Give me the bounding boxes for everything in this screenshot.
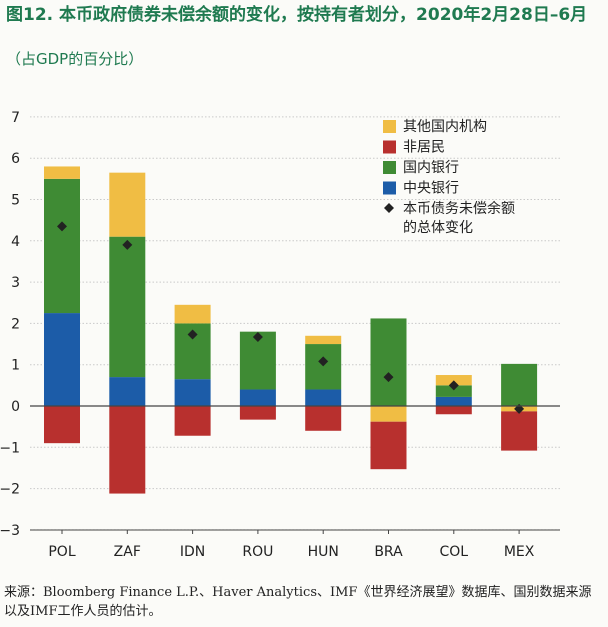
total-marker-zaf (122, 239, 133, 250)
legend-label: 非居民 (403, 140, 445, 156)
x-tick-label: ROU (242, 544, 273, 560)
chart-title: 图12. 本币政府债券未偿余额的变化，按持有者划分，2020年2月28日–6月 (6, 5, 588, 25)
legend-label: 本币债务未偿余额 (403, 200, 515, 217)
bar-central-bank-rou (239, 389, 276, 406)
y-tick-label: 1 (11, 358, 20, 374)
axes: −3 −2 −1 0 1 2 3 4 5 6 7 POL ZAF IDN ROU HUN BRA COL MEX (0, 110, 560, 560)
legend-swatch-nonresident (383, 140, 396, 154)
x-tick-label: ZAF (114, 544, 141, 560)
bar-nonresident-pol (44, 406, 80, 444)
source-note: 来源：Bloomberg Finance L.P.、Haver Analytic… (4, 585, 592, 619)
legend-label: 其他国内机构 (403, 119, 487, 135)
bar-other-domestic-col (435, 375, 472, 386)
bar-nonresident-bra (370, 421, 407, 470)
x-tick-label: MEX (504, 544, 535, 560)
x-tick-label: POL (48, 544, 75, 560)
chart-subtitle: （占GDP的百分比） (6, 50, 144, 68)
bar-domestic-banks-mex (501, 363, 538, 406)
bar-domestic-banks-bra (370, 318, 407, 406)
x-tick-label: IDN (180, 544, 205, 560)
total-marker-col (448, 380, 459, 391)
bar-nonresident-rou (239, 406, 276, 420)
total-marker-rou (252, 332, 263, 343)
y-tick-label: 5 (11, 193, 20, 209)
bar-nonresident-col (435, 406, 472, 415)
bar-other-domestic-idn (174, 304, 211, 324)
bar-nonresident-mex (501, 411, 538, 451)
bar-other-domestic-pol (44, 166, 80, 179)
x-tick-label: HUN (308, 544, 339, 560)
bar-nonresident-zaf (109, 406, 146, 494)
bar-domestic-banks-col (435, 385, 472, 397)
total-markers (57, 221, 525, 414)
bar-central-bank-hun (305, 389, 342, 406)
bars (44, 166, 538, 494)
bar-other-domestic-bra (370, 406, 407, 422)
legend-marker-icon (384, 203, 394, 213)
bar-central-bank-pol (44, 313, 80, 406)
total-marker-bra (383, 372, 394, 383)
total-marker-idn (187, 329, 198, 340)
y-tick-label: 7 (11, 110, 20, 126)
bar-domestic-banks-pol (44, 178, 80, 314)
bar-domestic-banks-zaf (109, 236, 146, 378)
y-tick-label: 6 (11, 151, 20, 167)
legend-label: 的总体变化 (403, 220, 473, 236)
legend-swatch-domestic-banks (383, 161, 396, 174)
legend-swatch-central-bank (383, 181, 396, 195)
total-marker-hun (318, 356, 329, 367)
x-tick-label: COL (439, 544, 468, 560)
legend-swatch-other-domestic (383, 120, 396, 133)
bar-central-bank-col (435, 396, 472, 406)
bar-central-bank-zaf (109, 377, 146, 406)
y-tick-label: 2 (11, 316, 20, 332)
y-tick-label: −2 (0, 482, 20, 498)
bar-nonresident-hun (305, 406, 342, 431)
y-tick-label: 4 (11, 234, 20, 250)
bar-other-domestic-zaf (109, 172, 146, 237)
legend-label: 中央银行 (403, 181, 459, 197)
bar-other-domestic-hun (305, 335, 342, 345)
bar-domestic-banks-hun (305, 344, 342, 390)
x-tick-label: BRA (374, 544, 403, 560)
bar-central-bank-idn (174, 379, 211, 406)
total-marker-pol (57, 221, 67, 232)
y-tick-label: 3 (11, 275, 20, 291)
legend-label: 国内银行 (403, 160, 459, 176)
bar-nonresident-idn (174, 406, 211, 436)
y-tick-label: −1 (0, 440, 20, 456)
y-tick-label: 0 (11, 399, 20, 415)
y-tick-label: −3 (0, 523, 20, 539)
